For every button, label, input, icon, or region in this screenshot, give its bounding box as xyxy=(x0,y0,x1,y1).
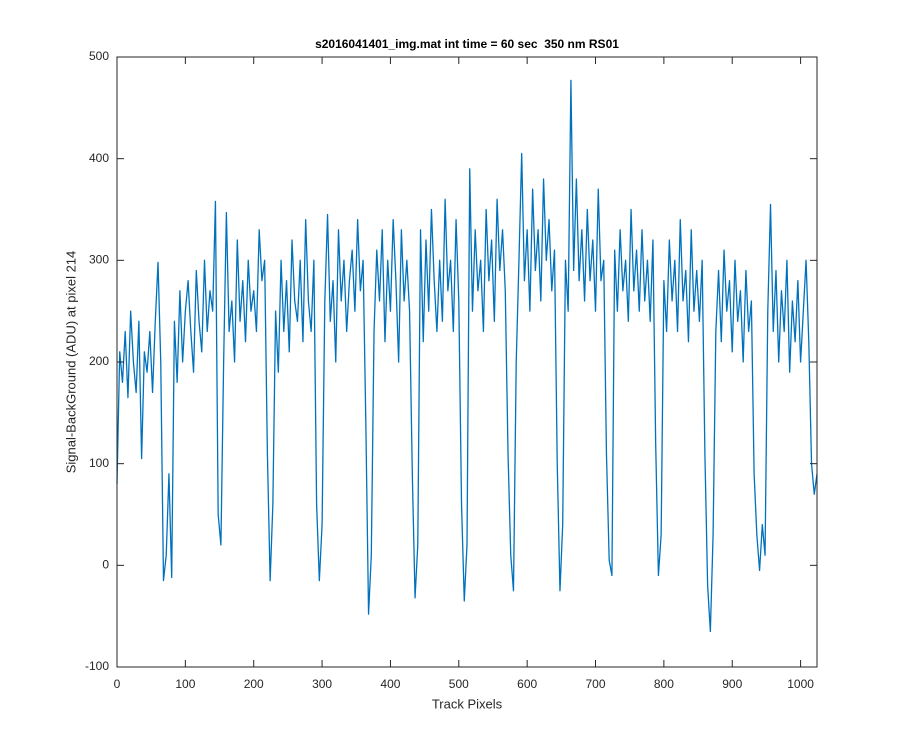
x-tick-label: 700 xyxy=(586,677,606,691)
x-tick-label: 0 xyxy=(114,677,121,691)
plot-area xyxy=(117,57,817,667)
y-tick-label: 400 xyxy=(89,151,109,165)
y-tick-label: 0 xyxy=(102,558,109,572)
y-tick-label: -100 xyxy=(85,659,109,673)
data-line xyxy=(116,79,818,633)
x-tick-label: 100 xyxy=(175,677,195,691)
x-tick-label: 200 xyxy=(244,677,264,691)
x-tick-label: 600 xyxy=(517,677,537,691)
x-tick-label: 500 xyxy=(449,677,469,691)
y-tick-label: 500 xyxy=(89,49,109,63)
x-tick-label: 900 xyxy=(722,677,742,691)
y-tick-label: 300 xyxy=(89,253,109,267)
x-tick-label: 800 xyxy=(654,677,674,691)
x-tick-label: 1000 xyxy=(787,677,814,691)
x-axis-label: Track Pixels xyxy=(432,696,503,711)
x-tick-label: 400 xyxy=(380,677,400,691)
x-tick-label: 300 xyxy=(312,677,332,691)
y-tick-label: 100 xyxy=(89,456,109,470)
y-axis-label: Signal-BackGround (ADU) at pixel 214 xyxy=(63,251,78,474)
chart-title: s2016041401_img.mat int time = 60 sec 35… xyxy=(315,37,619,51)
y-tick-label: 200 xyxy=(89,354,109,368)
